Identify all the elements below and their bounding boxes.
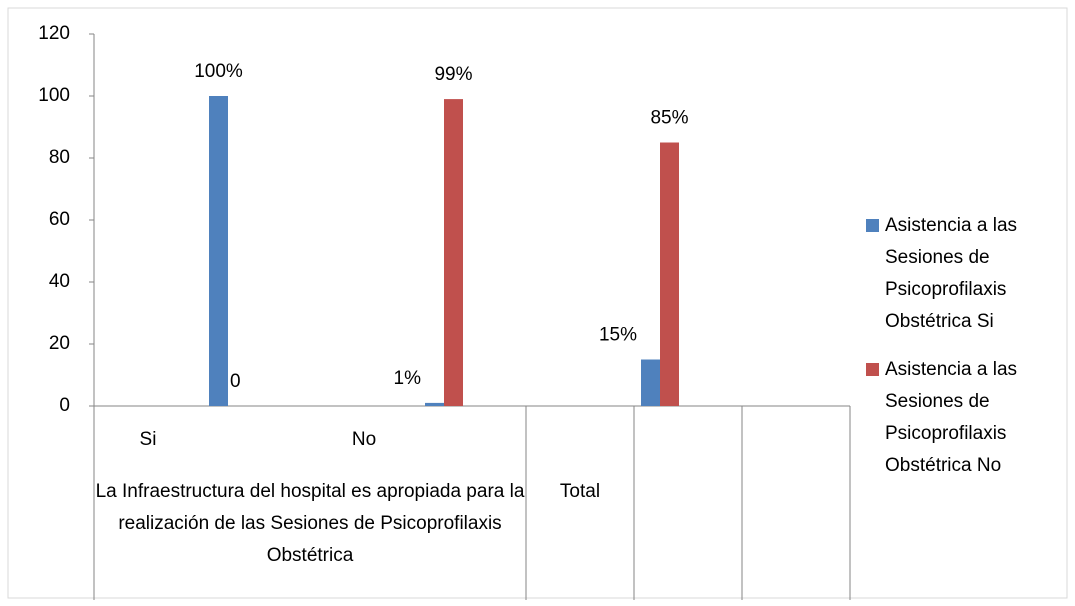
data-label: 15%	[599, 325, 637, 346]
y-tick-label: 100	[38, 85, 70, 106]
bar	[641, 359, 660, 406]
bar	[425, 402, 444, 406]
data-label: 100%	[194, 61, 243, 82]
x-tick-label: Si	[140, 429, 157, 450]
y-tick-label: 40	[49, 271, 70, 292]
legend-label: Asistencia a las Sesiones de Psicoprofil…	[885, 215, 1018, 332]
group-label-text: La Infraestructura del hospital es aprop…	[95, 481, 525, 566]
y-tick-label: 120	[38, 23, 70, 44]
chart-frame	[7, 7, 1068, 599]
y-tick-label: 20	[49, 333, 70, 354]
data-label: 85%	[650, 108, 688, 129]
bar	[444, 99, 463, 406]
y-tick-label: 0	[59, 395, 70, 416]
data-label: 99%	[434, 64, 472, 85]
y-tick-label: 80	[49, 147, 70, 168]
legend-label: Asistencia a las Sesiones de Psicoprofil…	[885, 359, 1018, 476]
bar	[660, 142, 679, 406]
group-label: Total	[559, 481, 601, 502]
group-label-text: Total	[559, 481, 601, 502]
data-label: 1%	[394, 368, 422, 389]
data-label: 0	[230, 371, 241, 392]
legend-swatch	[866, 363, 879, 376]
x-tick-label: No	[352, 429, 376, 450]
y-tick-label: 60	[49, 209, 70, 230]
legend-swatch	[866, 219, 879, 232]
legend-label-text: Asistencia a las Sesiones de Psicoprofil…	[885, 215, 1018, 332]
bar	[209, 96, 228, 406]
legend-label-text: Asistencia a las Sesiones de Psicoprofil…	[885, 359, 1018, 476]
group-label: La Infraestructura del hospital es aprop…	[95, 481, 525, 566]
